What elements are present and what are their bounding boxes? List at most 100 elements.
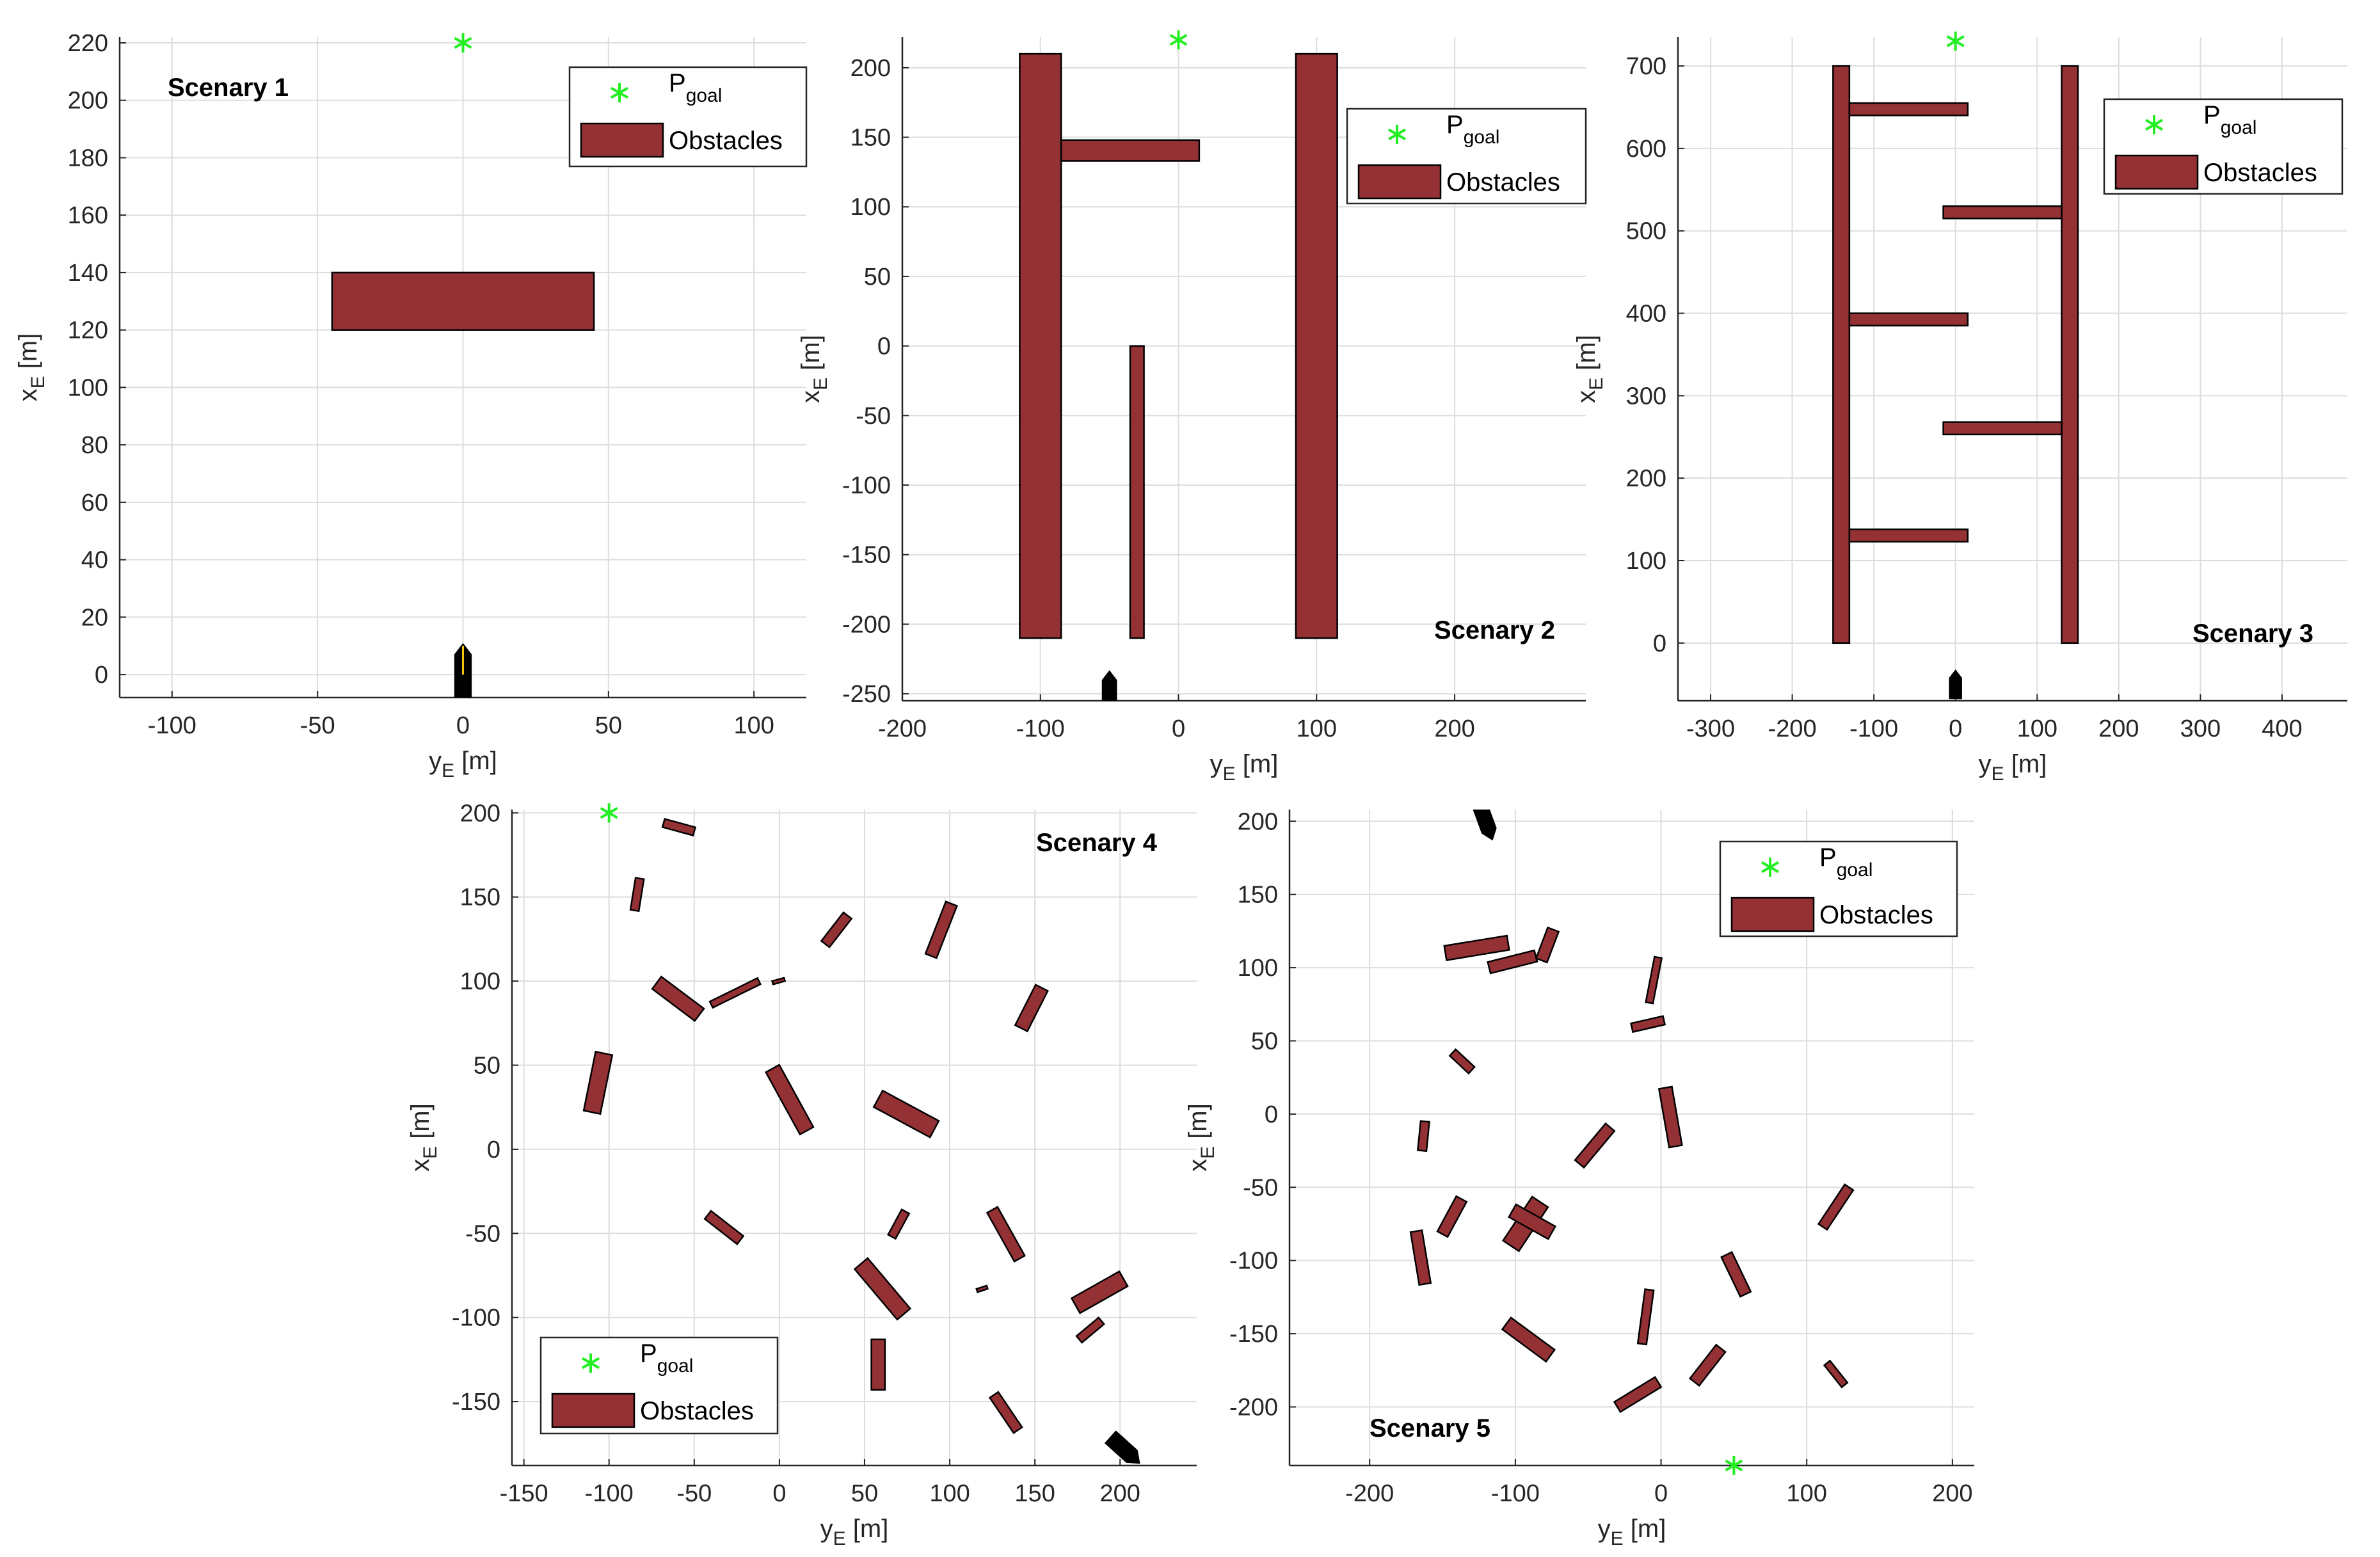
x-axis-label: yE [m] <box>1979 750 2047 785</box>
y-tick-label: -100 <box>842 472 891 499</box>
obstacle <box>872 1089 940 1138</box>
obstacle <box>1720 1250 1752 1298</box>
x-tick-label: -50 <box>676 1480 712 1507</box>
obstacle <box>2061 65 2079 644</box>
obstacle <box>988 1391 1023 1435</box>
obstacle <box>1487 949 1538 975</box>
x-axis-label: yE [m] <box>1210 750 1279 785</box>
x-tick-label: -200 <box>1768 715 1817 742</box>
obstacle <box>1848 102 1969 116</box>
y-tick-label: -50 <box>465 1220 500 1247</box>
y-axis-label-sub: E <box>1197 1146 1218 1159</box>
obstacle <box>1443 934 1510 961</box>
y-tick-label: 60 <box>81 490 108 516</box>
legend: Pgoal Obstacles <box>539 1336 779 1435</box>
goal-marker-stroke <box>1725 1459 1743 1472</box>
grid <box>1290 810 1974 1465</box>
legend-goal-icon <box>1388 125 1406 144</box>
y-tick-label: 200 <box>851 55 891 82</box>
vessel-marker <box>1949 669 1962 699</box>
y-tick-label: -150 <box>452 1389 500 1416</box>
plot-area <box>1019 52 1338 701</box>
x-axis-label: yE [m] <box>429 747 497 781</box>
obstacle <box>1129 345 1145 639</box>
y-axis-label-sub: E <box>810 378 831 390</box>
legend: Pgoal Obstacles <box>568 66 808 168</box>
y-tick-label: -50 <box>1243 1174 1278 1201</box>
obstacle <box>1014 984 1049 1033</box>
y-tick-label: -200 <box>842 611 891 638</box>
y-tick-label: 700 <box>1626 53 1666 80</box>
y-tick-label: 220 <box>68 30 108 57</box>
x-tick-label: -300 <box>1686 715 1735 742</box>
panel-title: Scenary 4 <box>1036 829 1158 857</box>
y-axis-label-sub: E <box>1586 378 1607 390</box>
legend-goal-stroke <box>582 1357 600 1369</box>
y-axis-label-unit: [m] <box>797 335 825 378</box>
panel-4: -150 -100 -50 0 50 100 150 200 -150 -100 -50 0 50 100… <box>406 800 1197 1549</box>
x-tick-label: 300 <box>2180 715 2221 742</box>
y-tick-label: -250 <box>842 681 891 708</box>
obstacle <box>1019 52 1062 639</box>
legend: Pgoal Obstacles <box>1346 108 1587 205</box>
x-axis-label: yE [m] <box>1598 1515 1666 1549</box>
vessel-marker <box>1472 810 1497 841</box>
y-tick-label: 0 <box>1653 630 1666 657</box>
y-tick-label: 160 <box>68 202 108 229</box>
x-axis-label-sub: E <box>442 760 454 781</box>
legend-obstacles-label: Obstacles <box>1819 901 1933 929</box>
plot-area <box>331 271 595 698</box>
obstacle <box>1942 205 2063 220</box>
obstacle <box>820 911 853 948</box>
x-axis-label-sub: E <box>1992 763 2004 785</box>
y-tick-label: 100 <box>460 968 500 995</box>
y-axis-label: xE [m] <box>406 1103 441 1172</box>
x-tick-label: -100 <box>148 712 196 739</box>
y-axis-label-unit: [m] <box>14 333 42 376</box>
legend-goal-icon <box>582 1353 600 1373</box>
y-tick-label: 100 <box>851 194 891 221</box>
legend-obstacles-label: Obstacles <box>669 127 783 155</box>
obstacle <box>1501 1316 1556 1363</box>
legend-goal-sub: goal <box>1464 127 1500 148</box>
x-tick-label: 200 <box>1932 1480 1972 1507</box>
obstacle <box>651 975 705 1022</box>
y-axis-label: xE [m] <box>1572 335 1607 403</box>
panel-title: Scenary 3 <box>2192 619 2313 648</box>
y-axis-label-main: x <box>14 388 42 401</box>
x-tick-label: 50 <box>851 1480 878 1507</box>
x-tick-label: -100 <box>1016 715 1065 742</box>
obstacle <box>1613 1376 1663 1414</box>
legend-obstacle-swatch <box>551 1393 635 1428</box>
panel-title: Scenary 2 <box>1434 616 1555 644</box>
legend-goal-main: P <box>669 69 686 97</box>
x-tick-label: 400 <box>2262 715 2302 742</box>
goal-marker-stroke <box>1169 34 1188 46</box>
x-tick-label: 100 <box>2017 715 2057 742</box>
legend-goal-sub: goal <box>1837 859 1873 881</box>
x-tick-label: -100 <box>585 1480 634 1507</box>
obstacle <box>703 1210 745 1245</box>
panel-3: -300 -200 -100 0 100 200 300 400 0 100 200 300 400 50… <box>1572 31 2347 785</box>
x-axis-label-main: y <box>429 747 442 775</box>
legend-goal-main: P <box>1819 843 1837 872</box>
y-tick-label: 100 <box>68 374 108 401</box>
obstacle <box>1448 1048 1476 1075</box>
legend-goal-icon <box>611 83 628 102</box>
obstacle <box>986 1206 1026 1263</box>
obstacle <box>1823 1359 1849 1389</box>
x-tick-label: 100 <box>1786 1480 1826 1507</box>
x-tick-label: 200 <box>1434 715 1474 742</box>
legend-goal-stroke <box>611 86 628 99</box>
legend-obstacles-label: Obstacles <box>1446 168 1560 196</box>
y-tick-label: 80 <box>81 432 108 459</box>
x-tick-label: -50 <box>300 712 335 739</box>
goal-marker <box>454 33 472 52</box>
legend-goal-label: Pgoal <box>669 69 722 106</box>
y-axis-label-main: x <box>1572 390 1601 403</box>
legend-obstacle-swatch <box>1730 897 1815 932</box>
x-axis-label-unit: [m] <box>1236 750 1279 778</box>
obstacle <box>1409 1229 1432 1286</box>
obstacle <box>975 1284 989 1293</box>
